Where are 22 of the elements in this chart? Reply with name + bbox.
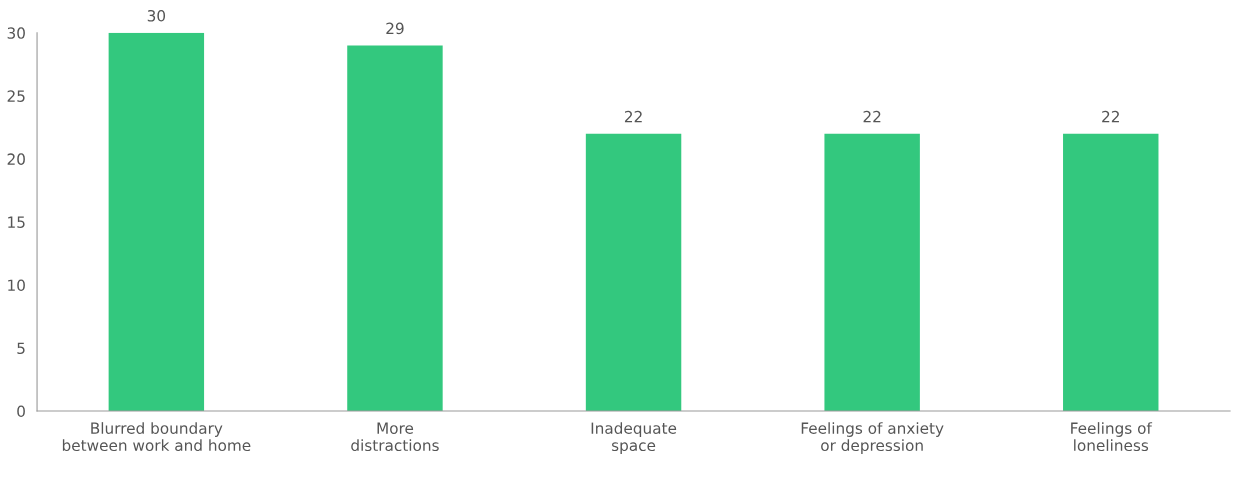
bar (1063, 133, 1159, 412)
x-tick-label: Inadequate space (591, 422, 677, 455)
x-tick-label: Feelings of anxiety or depression (801, 422, 944, 455)
y-tick-label: 0 (17, 405, 25, 418)
data-label: 22 (863, 110, 881, 123)
y-tick-label: 10 (8, 279, 25, 291)
y-tick-label: 15 (8, 216, 25, 228)
bar (108, 32, 205, 412)
x-tick-label: Blurred boundary between work and home (62, 422, 251, 452)
data-label: 29 (386, 22, 404, 35)
x-tick-label: Feelings of loneliness (1071, 422, 1153, 452)
bar (585, 133, 682, 412)
y-tick-label: 25 (7, 90, 25, 102)
y-tick-label: 30 (7, 27, 25, 39)
bar (824, 133, 920, 412)
data-label: 22 (624, 110, 642, 123)
x-tick-label: More distractions (351, 422, 439, 452)
bar (347, 45, 443, 412)
data-label: 22 (1102, 110, 1119, 123)
y-tick-label: 5 (17, 342, 25, 355)
data-label: 30 (147, 9, 166, 22)
y-tick-label: 20 (7, 153, 25, 165)
